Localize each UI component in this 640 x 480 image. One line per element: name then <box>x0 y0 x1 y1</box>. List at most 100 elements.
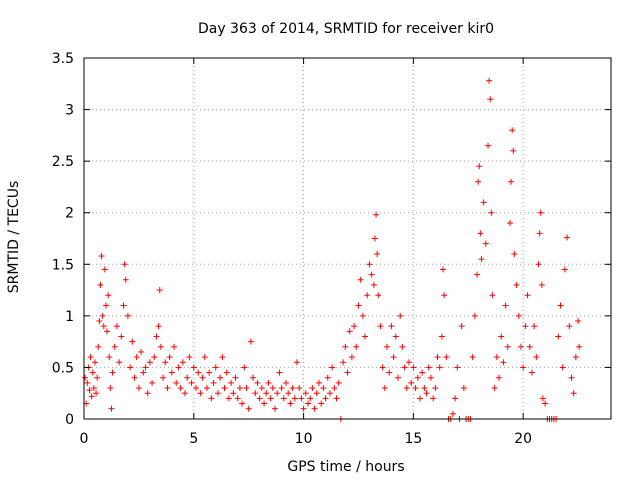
data-point <box>340 359 347 366</box>
data-point <box>160 374 167 381</box>
data-point <box>138 348 145 355</box>
data-point <box>120 302 127 309</box>
data-points <box>82 77 583 422</box>
data-point <box>357 276 364 283</box>
data-point <box>561 266 568 273</box>
data-point <box>228 379 235 386</box>
data-point <box>291 395 298 402</box>
data-point <box>498 333 505 340</box>
data-point <box>469 354 476 361</box>
data-point <box>118 333 125 340</box>
data-point <box>234 395 241 402</box>
data-point <box>504 343 511 350</box>
data-point <box>88 393 95 400</box>
data-point <box>351 323 358 330</box>
data-point <box>124 312 131 319</box>
data-point <box>421 385 428 392</box>
data-point <box>401 364 408 371</box>
x-tick-label: 10 <box>295 431 313 447</box>
data-point <box>366 261 373 268</box>
data-point <box>318 400 325 407</box>
data-point <box>489 292 496 299</box>
data-point <box>214 390 221 397</box>
data-point <box>324 374 331 381</box>
data-point <box>441 292 448 299</box>
data-point <box>109 369 116 376</box>
plot-frame <box>83 57 612 420</box>
x-tick-label: 15 <box>404 431 422 447</box>
data-point <box>355 302 362 309</box>
data-point <box>506 220 513 227</box>
data-point <box>522 323 529 330</box>
data-point <box>131 374 138 381</box>
data-point <box>307 395 314 402</box>
data-point <box>210 379 217 386</box>
data-point <box>517 343 524 350</box>
data-point <box>384 343 391 350</box>
data-point <box>201 354 208 361</box>
data-point <box>116 359 123 366</box>
y-tick-label: 1.5 <box>52 257 74 273</box>
data-point <box>348 354 355 361</box>
data-point <box>272 405 279 412</box>
data-point <box>440 266 447 273</box>
data-point <box>566 323 573 330</box>
data-point <box>99 312 106 319</box>
x-axis-label: GPS time / hours <box>287 459 404 475</box>
y-tick-label: 3.5 <box>52 51 74 67</box>
data-point <box>168 369 175 376</box>
data-point <box>432 385 439 392</box>
data-point <box>243 385 250 392</box>
data-point <box>144 390 151 397</box>
data-point <box>509 127 516 134</box>
data-point <box>342 343 349 350</box>
data-point <box>416 395 423 402</box>
data-point <box>388 323 395 330</box>
y-tick-label: 0 <box>65 412 74 428</box>
y-tick-label: 2.5 <box>52 154 74 170</box>
data-point <box>568 374 575 381</box>
data-point <box>274 390 281 397</box>
data-point <box>500 359 507 366</box>
data-point <box>410 364 417 371</box>
data-point <box>315 379 322 386</box>
data-point <box>287 400 294 407</box>
data-point <box>87 354 94 361</box>
data-point <box>414 374 421 381</box>
data-point <box>236 385 243 392</box>
data-point <box>311 405 318 412</box>
data-point <box>175 364 182 371</box>
data-point <box>269 385 276 392</box>
data-point <box>89 369 96 376</box>
data-point <box>364 292 371 299</box>
data-point <box>454 364 461 371</box>
data-point <box>267 395 274 402</box>
data-point <box>533 354 540 361</box>
data-point <box>278 385 285 392</box>
data-point <box>576 343 583 350</box>
data-point <box>219 354 226 361</box>
y-tick-label: 3 <box>65 103 74 119</box>
chart-title: Day 363 of 2014, SRMTID for receiver kir… <box>198 21 494 37</box>
data-point <box>320 385 327 392</box>
data-point <box>84 379 91 386</box>
data-point <box>96 318 103 325</box>
data-point <box>302 390 309 397</box>
data-point <box>195 369 202 376</box>
data-point <box>300 405 307 412</box>
data-point <box>371 235 378 242</box>
data-point <box>528 369 535 376</box>
data-point <box>333 395 340 402</box>
data-point <box>390 354 397 361</box>
data-point <box>149 379 156 386</box>
data-point <box>95 343 102 350</box>
x-tick-label: 5 <box>189 431 198 447</box>
data-point <box>261 400 268 407</box>
data-point <box>283 379 290 386</box>
data-point <box>480 199 487 206</box>
data-point <box>368 271 375 278</box>
data-point <box>488 209 495 216</box>
data-point <box>225 395 232 402</box>
data-point <box>419 369 426 376</box>
